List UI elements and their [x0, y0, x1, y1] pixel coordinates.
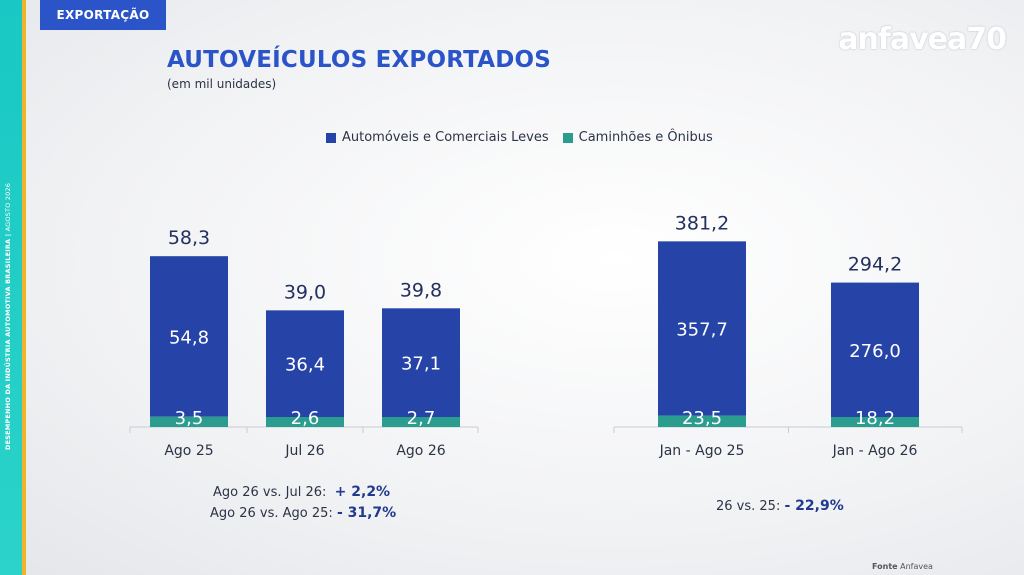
bar-light-vehicles: [658, 241, 746, 416]
bar-trucks-buses: [382, 417, 460, 427]
comparison-label-yearly: Ago 26 vs. Ago 25:: [210, 506, 333, 521]
bar-light-vehicles: [266, 310, 344, 417]
data-label-total: 381,2: [675, 212, 729, 234]
source-value: Anfavea: [900, 562, 933, 571]
data-label-total: 39,0: [284, 281, 326, 303]
comparison-value-ytd: - 22,9%: [784, 498, 844, 514]
comparison-note-yearly: Ago 26 vs. Ago 25: - 31,7%: [210, 505, 396, 521]
side-strip: DESEMPENHO DA INDÚSTRIA AUTOMOTIVA BRASI…: [0, 0, 26, 575]
data-label-total: 58,3: [168, 227, 210, 249]
legend-item-light-vehicles: Automóveis e Comerciais Leves: [326, 130, 549, 145]
data-label-trucks-buses: 23,5: [682, 408, 722, 429]
data-label-light-vehicles: 276,0: [849, 341, 901, 362]
legend-swatch-trucks-buses: [562, 132, 573, 143]
data-label-trucks-buses: 18,2: [855, 408, 895, 429]
comparison-label-monthly: Ago 26 vs. Jul 26:: [213, 485, 327, 500]
legend-item-trucks-buses: Caminhões e Ônibus: [562, 130, 713, 145]
comparison-value-yearly: - 31,7%: [336, 505, 397, 521]
category-label: Ago 26: [396, 443, 445, 459]
legend-swatch-light-vehicles: [326, 132, 336, 143]
category-label: Jan - Ago 25: [659, 443, 745, 459]
comparison-note-ytd: 26 vs. 25: - 22,9%: [716, 498, 844, 514]
chart-legend: Automóveis e Comerciais Leves Caminhões …: [326, 130, 713, 145]
data-label-total: 39,8: [400, 279, 442, 301]
bar-trucks-buses: [266, 417, 344, 427]
data-label-light-vehicles: 357,7: [676, 319, 728, 340]
bar-light-vehicles: [831, 282, 919, 417]
bar-light-vehicles: [382, 308, 460, 417]
data-label-total: 294,2: [848, 254, 902, 276]
category-label: Jul 26: [284, 443, 324, 459]
legend-label-trucks-buses: Caminhões e Ônibus: [578, 130, 713, 145]
source-note: Fonte Anfavea: [872, 562, 933, 571]
source-label: Fonte: [872, 562, 898, 571]
category-label: Jan - Ago 26: [832, 443, 918, 459]
data-label-trucks-buses: 2,7: [407, 408, 436, 429]
data-label-trucks-buses: 2,6: [291, 408, 320, 429]
bar-trucks-buses: [658, 415, 746, 427]
page-title: AUTOVEÍCULOS EXPORTADOS: [167, 47, 552, 73]
side-strip-edge: [22, 0, 26, 575]
category-label: Ago 25: [164, 443, 213, 459]
page-subtitle: (em mil unidades): [167, 77, 277, 91]
bar-trucks-buses: [150, 416, 228, 427]
bar-trucks-buses: [831, 417, 919, 427]
anfavea-logo: anfavea70: [838, 22, 1007, 57]
data-label-light-vehicles: 37,1: [401, 354, 441, 375]
data-label-light-vehicles: 54,8: [169, 327, 209, 348]
section-tag: EXPORTAÇÃO: [40, 0, 166, 30]
data-label-light-vehicles: 36,4: [285, 355, 325, 376]
bar-light-vehicles: [150, 256, 228, 417]
comparison-note-monthly: Ago 26 vs. Jul 26: + 2,2%: [213, 484, 390, 500]
comparison-value-monthly: + 2,2%: [334, 484, 391, 500]
legend-label-light-vehicles: Automóveis e Comerciais Leves: [342, 130, 549, 145]
data-label-trucks-buses: 3,5: [175, 408, 204, 429]
comparison-label-ytd: 26 vs. 25:: [716, 499, 781, 514]
